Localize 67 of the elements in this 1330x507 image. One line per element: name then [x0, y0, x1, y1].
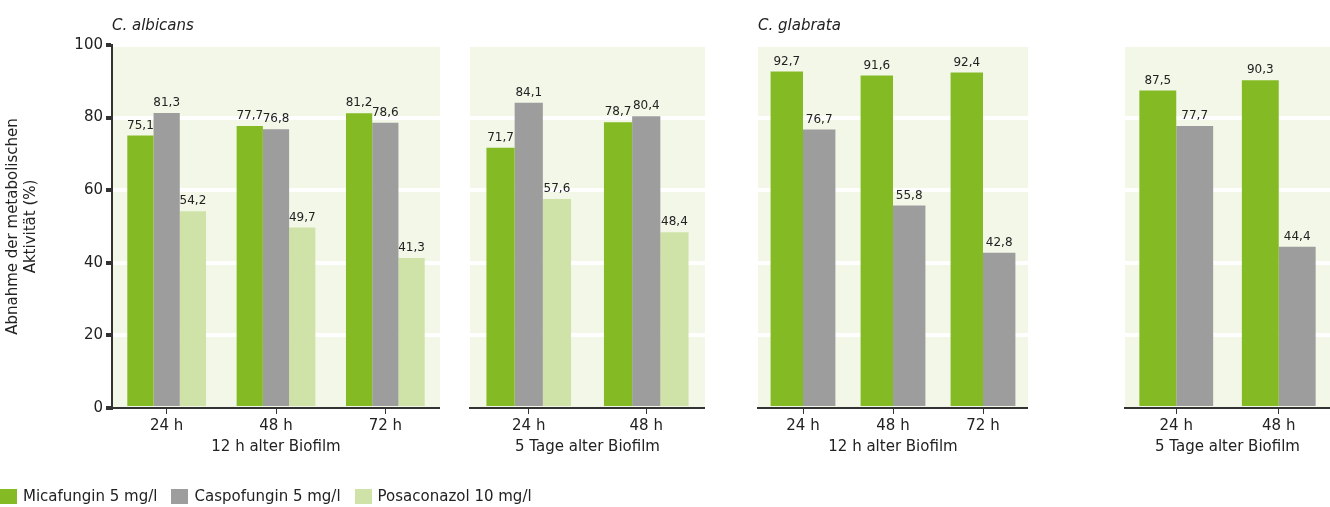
- bar: [893, 205, 926, 406]
- x-tick-label: 24 h: [786, 415, 820, 434]
- legend-label: Micafungin 5 mg/l: [23, 487, 158, 505]
- data-label: 84,1: [515, 84, 543, 99]
- x-tick-label: 48 h: [259, 415, 293, 434]
- data-label: 48,4: [661, 214, 688, 229]
- data-label: 49,7: [288, 209, 316, 224]
- data-label: 87,5: [1144, 72, 1172, 87]
- y-tick-label: 40: [83, 252, 103, 271]
- bar: [803, 129, 836, 406]
- x-tick-label: 48 h: [629, 415, 663, 434]
- data-label: 92,7: [773, 53, 801, 68]
- x-tick-label: 48 h: [1262, 415, 1296, 434]
- bar: [1176, 125, 1214, 406]
- bar: [860, 75, 893, 406]
- bar: [603, 122, 633, 406]
- data-label: 81,2: [345, 95, 373, 110]
- data-label: 41,3: [398, 240, 425, 255]
- bar: [632, 116, 661, 406]
- data-label: 75,1: [127, 117, 154, 132]
- data-label: 44,4: [1283, 228, 1311, 243]
- data-label: 55,8: [895, 187, 923, 202]
- y-tick-label: 100: [74, 34, 103, 53]
- bar: [1278, 246, 1316, 406]
- bar: [770, 71, 803, 406]
- data-label: 81,3: [153, 95, 181, 110]
- x-axis-title: 5 Tage alter Biofilm: [515, 436, 660, 455]
- x-tick-label: 72 h: [966, 415, 1000, 434]
- y-tick-label: 80: [83, 107, 103, 126]
- x-tick-label: 24 h: [1159, 415, 1193, 434]
- bar: [514, 102, 543, 406]
- y-tick-label: 60: [83, 180, 103, 199]
- data-label: 42,8: [985, 234, 1013, 249]
- legend-label: Posaconazol 10 mg/l: [377, 487, 532, 505]
- data-label: 76,7: [805, 111, 833, 126]
- bar: [983, 252, 1016, 406]
- data-label: 90,3: [1246, 62, 1274, 77]
- y-tick-label: 0: [93, 397, 103, 416]
- chart-title: C. glabrata: [758, 16, 841, 34]
- x-axis-title: 12 h alter Biofilm: [211, 436, 341, 455]
- legend-label: Caspofungin 5 mg/l: [194, 487, 341, 505]
- data-label: 71,7: [487, 129, 514, 144]
- bar: [1241, 80, 1279, 406]
- chart-title: C. albicans: [112, 16, 194, 34]
- y-axis-title: Abnahme der metabolischen Aktivität (%): [2, 118, 39, 335]
- y-tick-label: 20: [83, 325, 103, 344]
- data-label: 91,6: [863, 57, 891, 72]
- data-label: 78,7: [604, 104, 632, 119]
- data-label: 54,2: [179, 193, 207, 208]
- x-tick-label: 24 h: [149, 415, 184, 434]
- bar: [542, 198, 572, 406]
- data-label: 76,8: [262, 111, 290, 126]
- data-label: 57,6: [543, 181, 571, 196]
- bar: [486, 147, 515, 406]
- x-axis-title: 12 h alter Biofilm: [828, 436, 958, 455]
- data-label: 77,7: [236, 108, 264, 123]
- x-tick-label: 48 h: [876, 415, 910, 434]
- data-label: 80,4: [632, 98, 660, 113]
- x-tick-label: 24 h: [512, 415, 546, 434]
- data-label: 77,7: [1181, 108, 1209, 123]
- data-label: 92,4: [953, 54, 981, 69]
- bar: [1139, 90, 1177, 406]
- bar: [660, 232, 689, 406]
- bar: [950, 72, 983, 406]
- x-tick-label: 72 h: [368, 415, 403, 434]
- x-axis-title: 5 Tage alter Biofilm: [1155, 436, 1300, 455]
- data-label: 78,6: [371, 104, 399, 119]
